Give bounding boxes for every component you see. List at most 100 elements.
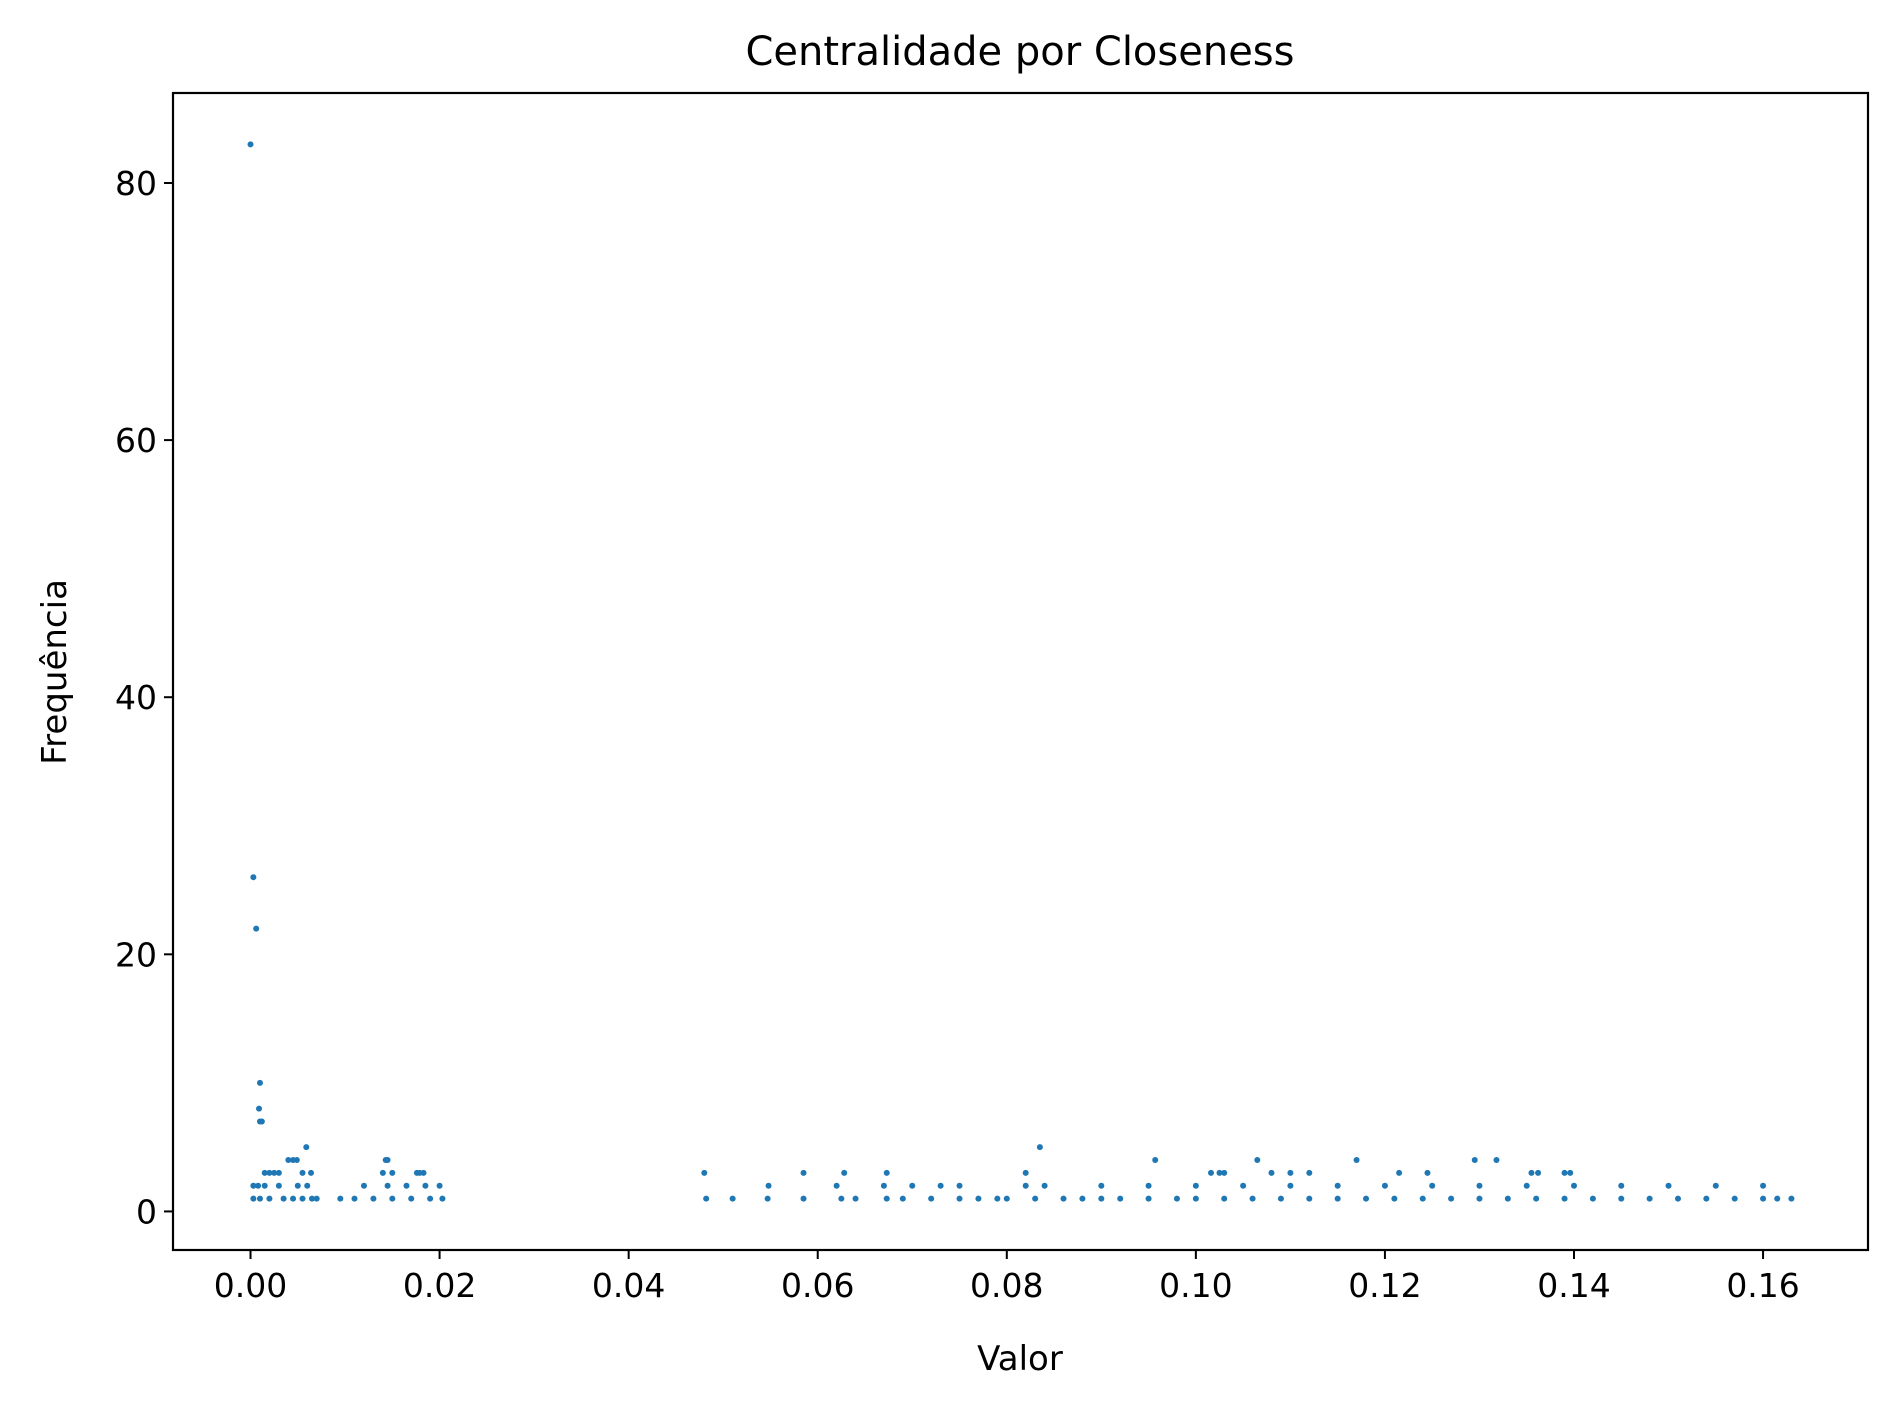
data-point: [1003, 1195, 1010, 1202]
data-point: [247, 141, 254, 148]
x-tick-label: 0.02: [403, 1266, 476, 1305]
data-point: [1561, 1169, 1568, 1176]
data-point: [422, 1182, 429, 1189]
data-point: [436, 1182, 443, 1189]
data-point: [389, 1169, 396, 1176]
data-point: [266, 1169, 273, 1176]
data-point: [994, 1195, 1001, 1202]
data-point: [1774, 1195, 1781, 1202]
data-point: [1152, 1157, 1159, 1164]
data-point: [250, 1195, 257, 1202]
data-point: [1287, 1169, 1294, 1176]
data-point: [360, 1182, 367, 1189]
data-point: [1618, 1195, 1625, 1202]
data-point: [1665, 1182, 1672, 1189]
data-point: [299, 1169, 306, 1176]
y-axis-ticks: 0 20 40 60 80: [115, 164, 173, 1231]
data-point: [1287, 1182, 1294, 1189]
data-point: [1760, 1195, 1767, 1202]
data-point: [1353, 1157, 1360, 1164]
data-point: [256, 1118, 263, 1125]
data-point: [290, 1195, 297, 1202]
data-point: [1391, 1195, 1398, 1202]
y-tick-label: 0: [136, 1192, 157, 1231]
data-point: [838, 1195, 845, 1202]
data-point: [370, 1195, 377, 1202]
data-point: [937, 1182, 944, 1189]
data-point: [1098, 1195, 1105, 1202]
data-point: [337, 1195, 344, 1202]
data-point: [1192, 1182, 1199, 1189]
data-point: [1221, 1169, 1228, 1176]
data-point: [285, 1157, 292, 1164]
data-point: [1788, 1195, 1795, 1202]
data-point: [703, 1195, 710, 1202]
data-point: [1277, 1195, 1284, 1202]
data-point: [299, 1195, 306, 1202]
x-tick-label: 0.12: [1348, 1266, 1421, 1305]
x-tick-label: 0.14: [1537, 1266, 1610, 1305]
data-point: [261, 1169, 268, 1176]
y-tick-label: 40: [115, 678, 157, 717]
data-point: [1523, 1182, 1530, 1189]
data-point: [1712, 1182, 1719, 1189]
data-point: [256, 1195, 263, 1202]
data-point: [956, 1195, 963, 1202]
data-point: [250, 1182, 257, 1189]
data-point: [1098, 1182, 1105, 1189]
data-point: [1429, 1182, 1436, 1189]
data-point: [880, 1182, 887, 1189]
data-point: [256, 1079, 263, 1086]
data-point: [1424, 1169, 1431, 1176]
data-point: [255, 1182, 262, 1189]
data-point: [1396, 1169, 1403, 1176]
x-tick-label: 0.06: [781, 1266, 854, 1305]
data-point: [833, 1182, 840, 1189]
data-point: [1561, 1195, 1568, 1202]
data-point: [382, 1157, 389, 1164]
data-point: [266, 1195, 273, 1202]
data-point: [764, 1195, 771, 1202]
y-axis-label: Frequência: [35, 579, 75, 765]
data-point: [1022, 1182, 1029, 1189]
data-points: [247, 141, 1795, 1202]
data-point: [275, 1182, 282, 1189]
data-point: [1221, 1195, 1228, 1202]
data-point: [1471, 1157, 1478, 1164]
data-point: [1528, 1169, 1535, 1176]
data-point: [1240, 1182, 1247, 1189]
data-point: [261, 1182, 268, 1189]
data-point: [841, 1169, 848, 1176]
data-point: [1381, 1182, 1388, 1189]
y-tick-label: 80: [115, 164, 157, 203]
data-point: [1173, 1195, 1180, 1202]
data-point: [800, 1169, 807, 1176]
data-point: [416, 1169, 423, 1176]
data-point: [1493, 1157, 1500, 1164]
data-point: [1207, 1169, 1214, 1176]
data-point: [800, 1195, 807, 1202]
data-point: [909, 1182, 916, 1189]
data-point: [1646, 1195, 1653, 1202]
y-tick-label: 60: [115, 421, 157, 460]
data-point: [852, 1195, 859, 1202]
data-point: [293, 1157, 300, 1164]
x-axis-ticks: 0.00 0.02 0.04 0.06 0.08 0.10 0.12 0.14 0.16: [214, 1250, 1800, 1305]
chart-title: Centralidade por Closeness: [745, 29, 1294, 75]
x-tick-label: 0.04: [592, 1266, 665, 1305]
data-point: [294, 1182, 301, 1189]
y-tick-label: 20: [115, 935, 157, 974]
x-tick-label: 0.10: [1159, 1266, 1232, 1305]
data-point: [899, 1195, 906, 1202]
data-point: [1254, 1157, 1261, 1164]
data-point: [883, 1169, 890, 1176]
plot-frame: [171, 91, 1870, 1252]
x-axis-label: Valor: [977, 1339, 1063, 1379]
data-point: [271, 1169, 278, 1176]
data-point: [956, 1182, 963, 1189]
data-point: [883, 1195, 890, 1202]
data-point: [1145, 1182, 1152, 1189]
data-point: [1476, 1182, 1483, 1189]
data-point: [253, 925, 260, 932]
data-point: [1306, 1195, 1313, 1202]
